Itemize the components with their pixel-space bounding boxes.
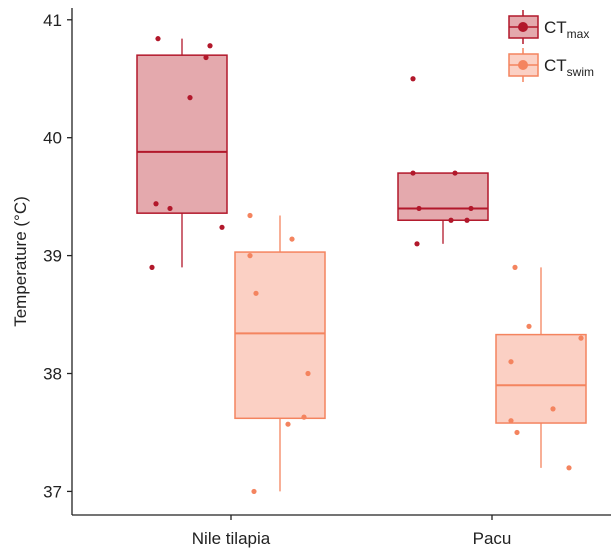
data-point	[526, 323, 532, 329]
data-point	[253, 290, 259, 296]
data-point	[285, 421, 291, 427]
data-point	[410, 76, 416, 82]
x-tick-label: Pacu	[473, 529, 512, 548]
data-point	[219, 224, 225, 230]
box-group-max-2	[397, 76, 489, 247]
data-point	[512, 264, 518, 270]
y-axis-title: Temperature (°C)	[11, 196, 30, 327]
legend-point	[518, 60, 528, 70]
data-point	[578, 335, 584, 341]
data-point	[566, 465, 572, 471]
data-point	[301, 414, 307, 420]
data-point	[550, 406, 556, 412]
x-tick-label: Nile tilapia	[192, 529, 271, 548]
data-point	[514, 429, 520, 436]
data-point	[508, 359, 514, 365]
data-point	[251, 488, 257, 495]
plot-area	[136, 36, 587, 495]
data-point	[289, 236, 295, 242]
box	[495, 333, 587, 424]
axes: 37 38 39 40 41 Nile tilapia Pacu	[43, 8, 611, 548]
y-tick-label: 37	[43, 482, 62, 501]
data-point	[305, 370, 311, 377]
y-tick-label: 41	[43, 11, 62, 30]
data-point	[414, 241, 420, 247]
box	[397, 172, 489, 221]
data-point	[149, 264, 155, 270]
legend-key-swim	[508, 48, 539, 82]
data-point	[155, 36, 161, 42]
box	[136, 54, 228, 214]
box-group-max-1	[136, 36, 228, 270]
box	[234, 251, 326, 420]
legend: CTmax CTswim	[508, 10, 594, 82]
box-group-swim-2	[495, 264, 587, 471]
y-tick-label: 40	[43, 129, 62, 148]
data-point	[508, 418, 514, 424]
y-tick-label: 39	[43, 247, 62, 266]
legend-label-max: CTmax	[544, 18, 589, 41]
data-point	[207, 43, 213, 49]
legend-point	[518, 22, 528, 32]
data-point	[416, 205, 422, 212]
data-point	[464, 217, 470, 223]
data-point	[247, 253, 253, 259]
data-point	[410, 170, 416, 176]
data-point	[452, 170, 458, 176]
box-group-swim-1	[234, 212, 326, 495]
data-point	[167, 205, 173, 212]
legend-label-swim: CTswim	[544, 56, 594, 79]
legend-key-max	[508, 10, 539, 44]
data-point	[448, 217, 454, 223]
data-point	[468, 205, 474, 212]
data-point	[247, 212, 253, 219]
data-point	[153, 201, 159, 207]
data-point	[187, 95, 193, 101]
data-point	[203, 54, 209, 61]
y-tick-label: 38	[43, 365, 62, 384]
